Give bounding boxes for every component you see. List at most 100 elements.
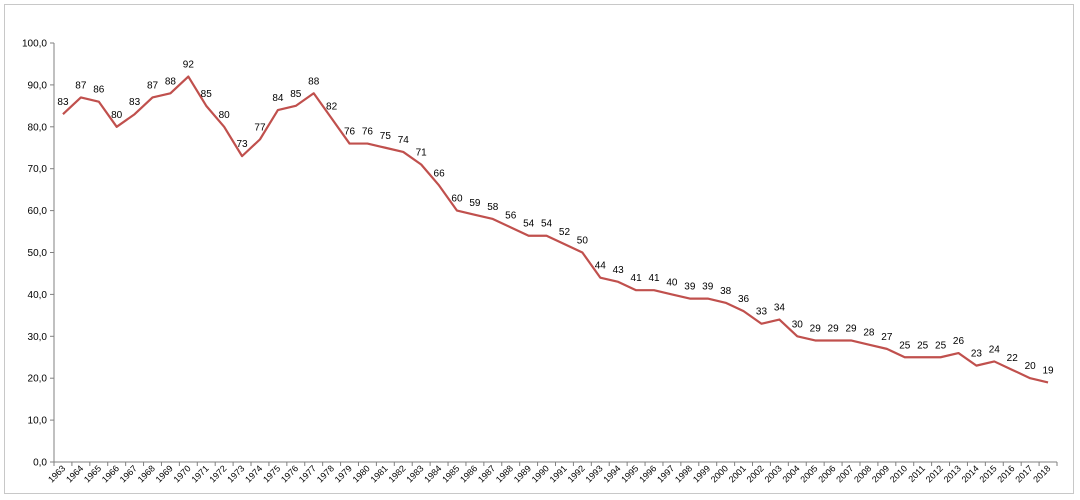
data-label: 83	[129, 97, 141, 108]
data-label: 30	[792, 319, 804, 330]
data-label: 74	[398, 135, 410, 146]
data-label: 92	[183, 60, 195, 71]
x-tick-label: 1968	[136, 463, 157, 484]
y-tick-label: 10,0	[28, 416, 48, 427]
data-label: 54	[541, 219, 553, 230]
x-tick-label: 1974	[243, 463, 264, 484]
data-label: 86	[93, 85, 105, 96]
data-label: 19	[1042, 365, 1054, 376]
data-label: 58	[487, 202, 499, 213]
x-tick-label: 2005	[798, 463, 819, 484]
x-axis: 1963196419651966196719681969197019711972…	[46, 461, 1058, 485]
data-label: 87	[75, 80, 87, 91]
x-tick-label: 1983	[404, 463, 425, 484]
y-tick-label: 60,0	[28, 206, 48, 217]
x-tick-label: 2006	[816, 463, 837, 484]
x-tick-label: 1993	[583, 463, 604, 484]
y-tick-label: 30,0	[28, 332, 48, 343]
data-label: 83	[57, 97, 69, 108]
x-tick-label: 1973	[225, 463, 246, 484]
data-labels: 83 87 86 80 83 87 88 92 85 80 73 77 84 85 88 82 76 76 75 74…	[57, 60, 1054, 377]
data-label: 59	[469, 198, 481, 209]
y-tick-label: 100,0	[22, 39, 47, 50]
x-tick-label: 2009	[870, 463, 891, 484]
x-tick-label: 1966	[100, 463, 121, 484]
data-label: 29	[828, 323, 840, 334]
data-label: 54	[523, 219, 535, 230]
x-tick-label: 1994	[601, 463, 622, 484]
x-tick-label: 1971	[189, 463, 210, 484]
x-tick-label: 1977	[297, 463, 318, 484]
x-tick-label: 1985	[440, 463, 461, 484]
data-label: 26	[953, 336, 965, 347]
data-label: 76	[344, 127, 356, 138]
data-label: 76	[362, 127, 374, 138]
data-label: 56	[505, 210, 517, 221]
x-tick-label: 2000	[709, 463, 730, 484]
x-tick-label: 1988	[494, 463, 515, 484]
data-label: 82	[326, 101, 338, 112]
x-tick-label: 1979	[333, 463, 354, 484]
x-tick-label: 2004	[780, 463, 801, 484]
x-tick-label: 2017	[1013, 463, 1034, 484]
data-label: 44	[595, 261, 607, 272]
x-tick-label: 1986	[458, 463, 479, 484]
data-label: 85	[201, 89, 213, 100]
x-tick-label: 1980	[351, 463, 372, 484]
y-tick-label: 40,0	[28, 290, 48, 301]
x-tick-label: 2008	[852, 463, 873, 484]
data-label: 88	[308, 76, 320, 87]
data-label: 41	[648, 273, 660, 284]
data-label: 52	[559, 227, 571, 238]
x-tick-label: 1992	[566, 463, 587, 484]
data-label: 66	[434, 168, 446, 179]
data-label: 29	[810, 323, 822, 334]
x-tick-label: 1997	[655, 463, 676, 484]
data-label: 34	[774, 303, 786, 314]
x-tick-label: 2012	[924, 463, 945, 484]
x-tick-label: 2003	[763, 463, 784, 484]
x-tick-label: 1976	[279, 463, 300, 484]
x-tick-label: 1975	[261, 463, 282, 484]
x-tick-label: 1990	[530, 463, 551, 484]
data-label: 24	[989, 344, 1001, 355]
y-tick-label: 0,0	[33, 458, 47, 469]
data-label: 80	[111, 110, 123, 121]
y-tick-label: 90,0	[28, 80, 48, 91]
x-tick-label: 2011	[906, 463, 927, 484]
x-tick-label: 1970	[172, 463, 193, 484]
data-label: 23	[971, 349, 983, 360]
data-label: 39	[684, 282, 696, 293]
data-label: 71	[416, 148, 428, 159]
x-tick-label: 1965	[82, 463, 103, 484]
x-tick-label: 1969	[154, 463, 175, 484]
x-tick-label: 1972	[207, 463, 228, 484]
data-label: 41	[631, 273, 643, 284]
data-label: 60	[451, 194, 463, 205]
x-tick-label: 2014	[960, 463, 981, 484]
x-tick-label: 1998	[673, 463, 694, 484]
data-label: 75	[380, 131, 392, 142]
data-label: 28	[863, 328, 875, 339]
data-label: 43	[613, 265, 625, 276]
data-label: 50	[577, 236, 589, 247]
data-label: 22	[1007, 353, 1019, 364]
x-tick-label: 2015	[977, 463, 998, 484]
data-label: 38	[720, 286, 732, 297]
data-label: 80	[219, 110, 231, 121]
data-label: 84	[272, 93, 284, 104]
data-label: 27	[881, 332, 893, 343]
x-tick-label: 1981	[369, 463, 390, 484]
data-label: 33	[756, 307, 768, 318]
line-chart: 0,0 10,0 20,0 30,0 40,0 50,0 60,0 70,0 80,0 90,0 1…	[22, 39, 1058, 485]
data-label: 88	[165, 76, 177, 87]
x-tick-label: 1978	[315, 463, 336, 484]
x-tick-label: 1996	[637, 463, 658, 484]
x-tick-label: 2018	[1031, 463, 1052, 484]
data-label: 20	[1025, 361, 1037, 372]
y-tick-label: 20,0	[28, 374, 48, 385]
chart-frame: 0,0 10,0 20,0 30,0 40,0 50,0 60,0 70,0 80,0 90,0 1…	[4, 4, 1074, 494]
data-label: 77	[254, 122, 266, 133]
data-label: 36	[738, 294, 750, 305]
data-label: 40	[666, 277, 678, 288]
